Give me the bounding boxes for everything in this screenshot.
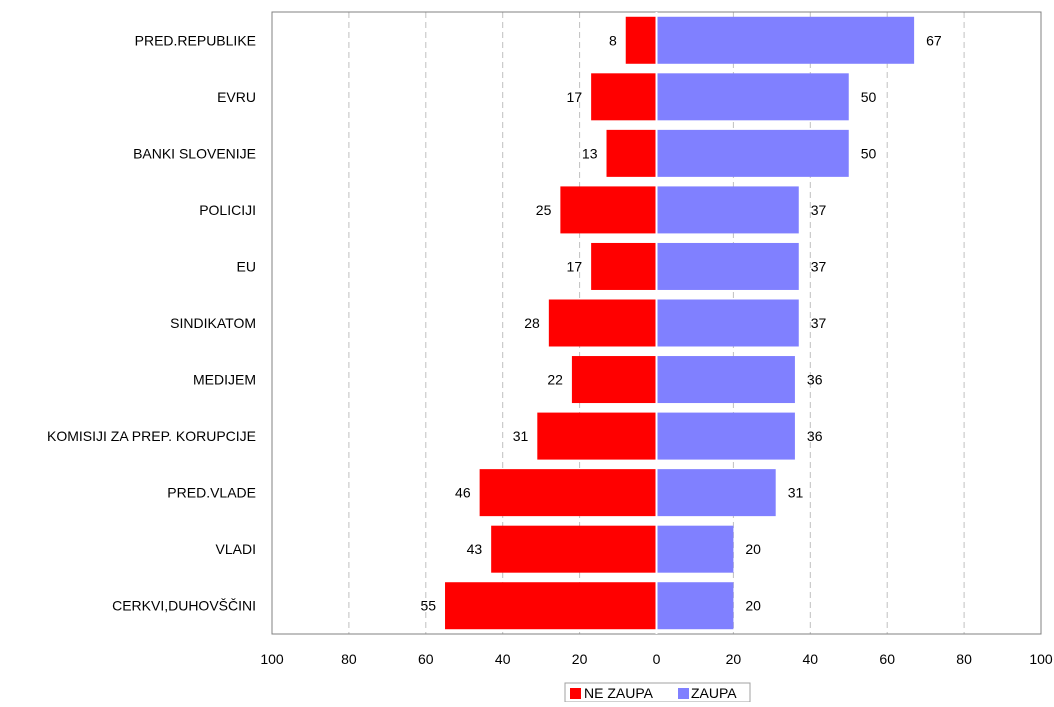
x-tick-label: 40: [803, 651, 819, 667]
bar-ne-zaupa: [479, 469, 657, 517]
legend-label-ne-zaupa: NE ZAUPA: [584, 685, 654, 701]
data-label-zaupa: 20: [745, 541, 761, 557]
data-label-ne-zaupa: 55: [420, 598, 436, 614]
bar-zaupa: [656, 73, 849, 121]
category-label: POLICIJI: [199, 202, 256, 218]
bar-ne-zaupa: [537, 412, 657, 460]
category-label: SINDIKATOM: [170, 315, 256, 331]
category-label: KOMISIJI ZA PREP. KORUPCIJE: [47, 428, 256, 444]
bar-zaupa: [656, 186, 799, 234]
category-label: EVRU: [217, 89, 256, 105]
bar-ne-zaupa: [591, 242, 657, 290]
data-label-ne-zaupa: 46: [455, 485, 471, 501]
category-label: PRED.VLADE: [167, 485, 256, 501]
bar-ne-zaupa: [606, 129, 657, 177]
data-label-zaupa: 37: [811, 258, 827, 274]
x-tick-label: 20: [572, 651, 588, 667]
bar-zaupa: [656, 129, 849, 177]
bar-zaupa: [656, 582, 734, 630]
data-label-ne-zaupa: 8: [609, 32, 617, 48]
data-label-zaupa: 31: [788, 485, 804, 501]
data-label-zaupa: 37: [811, 202, 827, 218]
bar-ne-zaupa: [491, 525, 657, 573]
bar-ne-zaupa: [625, 16, 657, 64]
category-label: BANKI SLOVENIJE: [133, 145, 256, 161]
data-label-ne-zaupa: 28: [524, 315, 540, 331]
labels: PRED.REPUBLIKE 8 67 EVRU 17 50 BANKI SLOVENIJE…: [47, 32, 1053, 667]
category-label: PRED.REPUBLIKE: [135, 32, 256, 48]
x-tick-label: 40: [495, 651, 511, 667]
legend-label-zaupa: ZAUPA: [691, 685, 737, 701]
x-tick-label: 0: [653, 651, 661, 667]
legend-swatch-zaupa: [678, 688, 689, 699]
category-label: MEDIJEM: [193, 372, 256, 388]
data-label-ne-zaupa: 17: [567, 258, 583, 274]
category-label: VLADI: [216, 541, 256, 557]
axes: [271, 11, 1042, 635]
data-label-ne-zaupa: 31: [513, 428, 529, 444]
bar-ne-zaupa: [560, 186, 657, 234]
bars: [445, 16, 915, 630]
data-label-zaupa: 50: [861, 145, 877, 161]
x-tick-label: 20: [726, 651, 742, 667]
data-label-ne-zaupa: 22: [547, 372, 563, 388]
bar-zaupa: [656, 412, 795, 460]
legend-swatch-ne-zaupa: [570, 688, 581, 699]
data-label-zaupa: 37: [811, 315, 827, 331]
x-tick-label: 80: [956, 651, 972, 667]
data-label-zaupa: 36: [807, 372, 823, 388]
bar-ne-zaupa: [445, 582, 657, 630]
bar-zaupa: [656, 525, 734, 573]
x-tick-label: 100: [1029, 651, 1053, 667]
x-tick-label: 100: [260, 651, 284, 667]
data-label-zaupa: 36: [807, 428, 823, 444]
data-label-zaupa: 67: [926, 32, 942, 48]
x-tick-label: 60: [879, 651, 895, 667]
data-label-ne-zaupa: 13: [582, 145, 598, 161]
category-label: EU: [237, 258, 256, 274]
data-label-zaupa: 20: [745, 598, 761, 614]
data-label-ne-zaupa: 17: [567, 89, 583, 105]
bar-zaupa: [656, 469, 776, 517]
data-label-ne-zaupa: 43: [467, 541, 483, 557]
data-label-zaupa: 50: [861, 89, 877, 105]
bar-zaupa: [656, 16, 915, 64]
bar-zaupa: [656, 299, 799, 347]
bar-ne-zaupa: [591, 73, 657, 121]
bar-ne-zaupa: [548, 299, 657, 347]
legend: NE ZAUPA ZAUPA: [564, 682, 751, 703]
x-tick-label: 60: [418, 651, 434, 667]
x-tick-label: 80: [341, 651, 357, 667]
bar-ne-zaupa: [571, 356, 657, 404]
bar-zaupa: [656, 356, 795, 404]
data-label-ne-zaupa: 25: [536, 202, 552, 218]
category-label: CERKVI,DUHOVŠČINI: [112, 598, 256, 614]
bar-zaupa: [656, 242, 799, 290]
